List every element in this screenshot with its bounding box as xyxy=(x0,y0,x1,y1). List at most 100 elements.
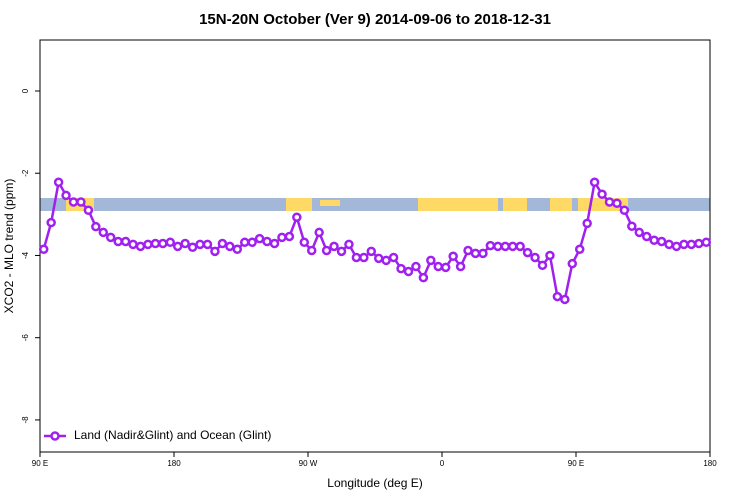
point xyxy=(195,239,205,250)
point xyxy=(210,246,220,257)
point xyxy=(664,239,674,250)
point xyxy=(269,238,280,249)
point xyxy=(105,232,116,243)
point xyxy=(373,253,384,264)
point xyxy=(158,238,168,249)
point xyxy=(120,236,131,247)
point xyxy=(507,241,518,252)
point xyxy=(478,248,488,259)
point xyxy=(292,212,302,222)
point xyxy=(403,266,414,277)
point xyxy=(68,197,79,207)
point xyxy=(321,245,332,256)
point xyxy=(165,237,176,248)
point xyxy=(91,221,101,232)
y-axis-label: XCO2 - MLO trend (ppm) xyxy=(2,179,16,314)
point xyxy=(314,227,324,238)
point xyxy=(396,263,406,274)
point xyxy=(76,197,86,207)
plot-frame xyxy=(39,39,711,453)
point xyxy=(61,190,71,201)
legend-marker xyxy=(50,431,60,441)
point xyxy=(597,189,607,199)
point xyxy=(329,241,339,252)
point xyxy=(485,240,496,251)
point xyxy=(299,237,310,248)
y-tick-label: -2 xyxy=(21,169,30,177)
point xyxy=(359,252,369,263)
point xyxy=(113,236,123,247)
point xyxy=(135,241,146,252)
point xyxy=(574,244,585,255)
point xyxy=(388,252,399,263)
point xyxy=(217,238,228,249)
point xyxy=(426,255,436,266)
x-tick-label: 0 xyxy=(440,459,445,468)
point xyxy=(225,241,235,252)
y-tick-label: 0 xyxy=(21,88,30,93)
point xyxy=(604,197,615,207)
point xyxy=(46,217,56,228)
point xyxy=(53,177,64,188)
x-tick-label: 90 W xyxy=(299,459,318,468)
point xyxy=(671,241,682,252)
point xyxy=(612,198,622,208)
point xyxy=(552,291,563,302)
point xyxy=(277,232,287,243)
point xyxy=(455,261,466,272)
point xyxy=(627,221,637,232)
point xyxy=(656,236,667,247)
point xyxy=(619,205,630,215)
point xyxy=(172,241,183,252)
point xyxy=(500,241,511,252)
point xyxy=(649,235,659,245)
point xyxy=(366,246,377,257)
point xyxy=(98,227,109,238)
x-tick-label: 90 E xyxy=(568,459,584,468)
point xyxy=(202,239,213,250)
point xyxy=(448,251,458,262)
point xyxy=(128,239,138,250)
point xyxy=(232,244,243,255)
x-tick-label: 180 xyxy=(703,459,717,468)
chart-title: 15N-20N October (Ver 9) 2014-09-06 to 20… xyxy=(199,11,551,28)
point xyxy=(515,241,525,252)
point xyxy=(247,237,257,248)
point xyxy=(530,252,540,263)
point xyxy=(180,238,190,249)
x-tick-label: 180 xyxy=(167,459,181,468)
point xyxy=(582,218,592,229)
point xyxy=(411,261,421,272)
point xyxy=(83,205,94,215)
point xyxy=(634,227,645,238)
point xyxy=(284,231,295,242)
point xyxy=(537,260,548,271)
point xyxy=(701,237,712,248)
legend-label: Land (Nadir&Glint) and Ocean (Glint) xyxy=(74,428,271,442)
x-axis-label: Longitude (deg E) xyxy=(327,476,422,490)
point xyxy=(38,244,49,255)
point xyxy=(418,272,429,283)
point xyxy=(344,239,354,250)
point xyxy=(463,245,473,256)
y-tick-label: -8 xyxy=(21,416,30,424)
point xyxy=(589,177,600,188)
point xyxy=(351,252,362,263)
point xyxy=(694,238,704,249)
point xyxy=(143,239,153,250)
point xyxy=(560,294,570,305)
point xyxy=(306,245,317,256)
y-tick-label: -6 xyxy=(21,334,30,342)
point xyxy=(440,262,451,273)
point xyxy=(433,261,444,272)
point xyxy=(641,231,652,242)
point xyxy=(679,239,689,250)
point xyxy=(187,242,198,252)
point xyxy=(470,248,481,259)
point xyxy=(522,247,533,258)
point xyxy=(381,255,391,266)
x-tick-label: 90 E xyxy=(32,459,48,468)
point xyxy=(150,238,161,249)
point xyxy=(336,246,347,257)
